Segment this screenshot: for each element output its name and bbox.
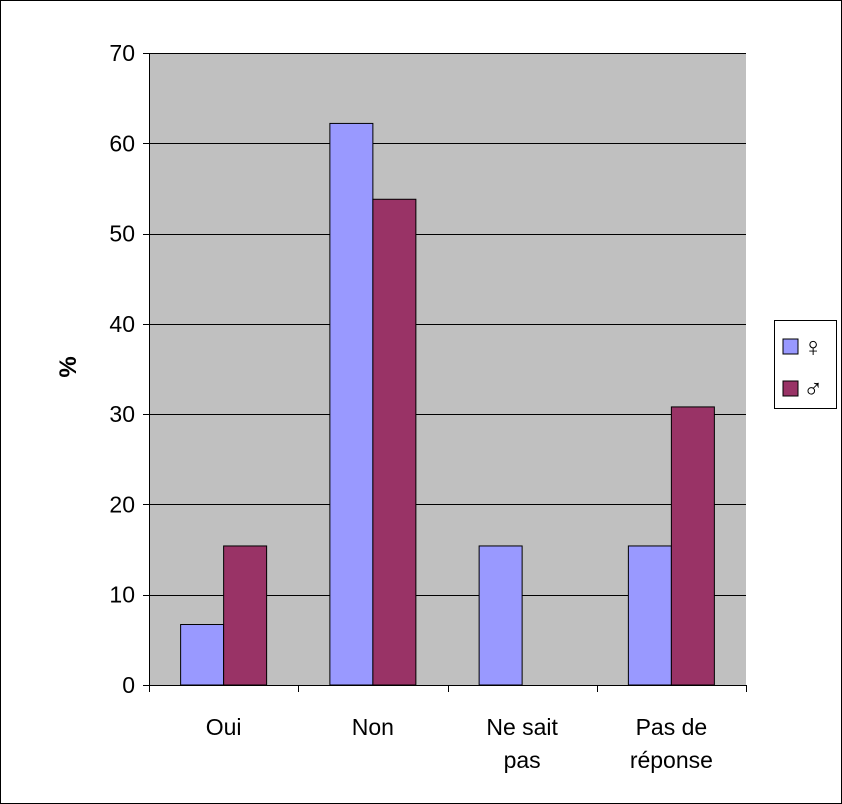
- y-tick-label: 70: [109, 40, 135, 66]
- legend-label: ♀: [803, 332, 823, 362]
- bar-series-1-3: [627, 545, 672, 686]
- y-tick-label: 50: [109, 221, 135, 247]
- y-tick-label: 30: [109, 401, 135, 427]
- bar-series-1-2: [478, 545, 523, 686]
- bar-series-2-0: [223, 545, 268, 686]
- y-tick-label: 60: [109, 130, 135, 156]
- x-category-label: Non: [352, 714, 394, 740]
- y-tick-label: 40: [109, 311, 135, 337]
- bar-series-1-1: [329, 122, 374, 686]
- x-category-label: Ne sait pas: [486, 714, 558, 773]
- legend-swatch: [782, 380, 799, 397]
- legend-swatch: [782, 338, 799, 355]
- y-axis-label: %: [55, 356, 82, 377]
- y-tick-label: 20: [109, 491, 135, 517]
- legend-label: ♂: [803, 374, 823, 404]
- bar-series-2-1: [372, 198, 417, 686]
- x-category-label: Oui: [206, 714, 242, 740]
- bar-series-2-3: [670, 406, 715, 686]
- legend: ♀♂: [774, 320, 837, 409]
- bar-series-1-0: [180, 624, 225, 686]
- y-tick-label: 0: [122, 672, 135, 698]
- y-tick-label: 10: [109, 582, 135, 608]
- x-category-label: Pas de réponse: [630, 714, 713, 773]
